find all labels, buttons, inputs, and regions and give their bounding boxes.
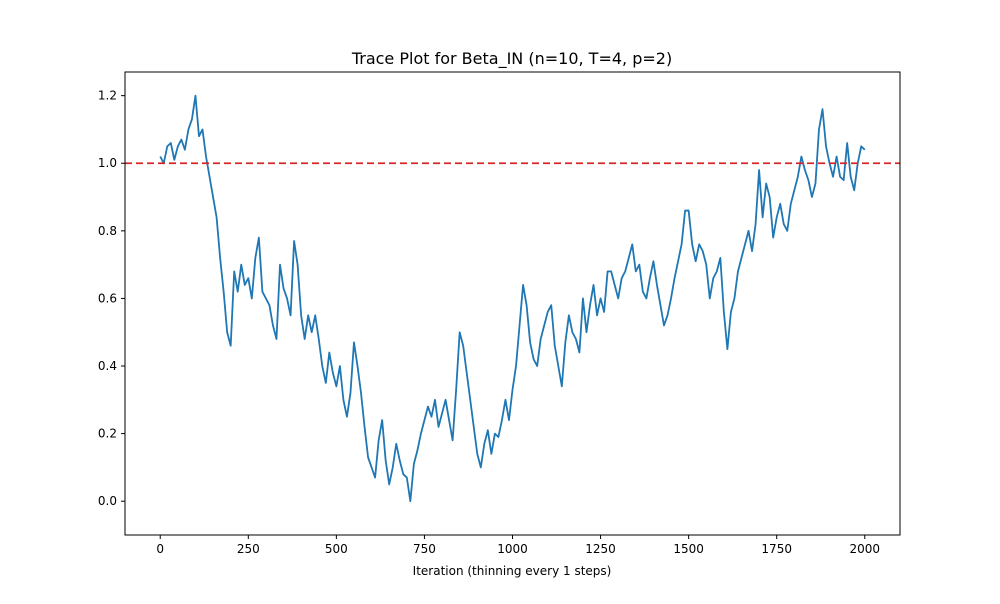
x-tick-label: 250	[237, 542, 260, 556]
axes: 0 250 500 750 1000 1250 1500 1750 2000 0.0 0.2 0.4 0…	[98, 71, 901, 556]
y-tick-label: 1.0	[98, 156, 117, 170]
x-tick-label: 1000	[497, 542, 528, 556]
x-tick-label: 1250	[585, 542, 616, 556]
y-tick-label: 0.6	[98, 291, 117, 305]
x-tick-label: 2000	[849, 542, 880, 556]
y-tick-label: 1.2	[98, 89, 117, 103]
y-tick-label: 0.2	[98, 427, 117, 441]
x-tick-label: 0	[156, 542, 164, 556]
y-tick-label: 0.0	[98, 494, 117, 508]
chart-title: Trace Plot for Beta_IN (n=10, T=4, p=2)	[351, 49, 672, 69]
y-tick-label: 0.8	[98, 224, 117, 238]
trace-line-0	[159, 94, 866, 503]
x-tick-label: 1750	[761, 542, 792, 556]
x-tick-label: 500	[325, 542, 348, 556]
x-tick-label: 1500	[673, 542, 704, 556]
plot-area	[125, 94, 900, 503]
x-tick-label: 750	[413, 542, 436, 556]
x-axis-label: Iteration (thinning every 1 steps)	[413, 564, 612, 578]
y-tick-label: 0.4	[98, 359, 117, 373]
